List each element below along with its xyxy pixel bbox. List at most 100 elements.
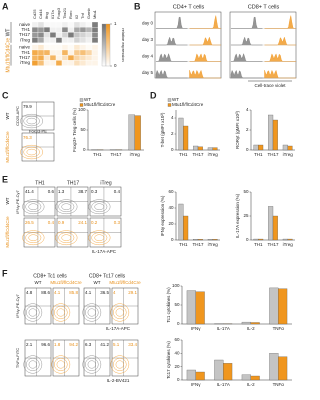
gate-value: 1.8 — [54, 342, 61, 347]
heatmap-cell — [79, 37, 87, 43]
x-tick-label: TH1 — [93, 152, 102, 157]
heatmap-cell — [85, 27, 93, 33]
x-tick-label: TH1 — [179, 152, 188, 157]
column-label: iTreg — [100, 180, 111, 186]
y-tick-label: 20 — [174, 364, 180, 369]
histogram — [231, 17, 263, 29]
heatmap-cell — [55, 55, 63, 61]
heatmap-cell — [31, 49, 39, 56]
heatmap-cell — [43, 49, 51, 56]
legend-swatch — [79, 98, 84, 102]
bar — [278, 288, 288, 325]
heatmap-cell — [49, 44, 57, 51]
heatmap-cell — [55, 21, 63, 28]
heatmap-cell — [73, 55, 81, 61]
contour — [51, 355, 71, 374]
axis-label: Foxp3-PE — [29, 129, 47, 134]
heatmap-cell — [85, 21, 93, 28]
heatmap-cell — [67, 27, 75, 33]
contour — [88, 230, 111, 246]
column-label: Mtu1fl/flCd4Cre — [50, 280, 82, 285]
gate-value: 5.1 — [113, 342, 120, 347]
day-label: day 0 — [142, 21, 154, 26]
heatmap-cell — [85, 60, 93, 66]
contour — [91, 201, 108, 212]
row-label: WT — [5, 197, 10, 204]
contour — [61, 203, 72, 210]
contour — [20, 144, 44, 160]
row-label: iTreg — [20, 37, 31, 42]
histogram — [156, 17, 188, 29]
histogram — [156, 36, 188, 46]
contour — [26, 148, 37, 156]
heatmap-cell — [55, 32, 63, 38]
y-tick-label: 0 — [177, 377, 180, 382]
gate-value: 2.1 — [26, 342, 33, 347]
heatmap-cell — [79, 21, 87, 28]
bar — [214, 359, 224, 381]
gate-value: 24.1 — [78, 220, 87, 225]
contour — [28, 203, 39, 210]
bar — [253, 144, 259, 151]
histogram — [189, 69, 221, 79]
heatmap-cell — [91, 49, 99, 56]
heatmap-cell — [31, 27, 39, 33]
gate-value: 0.4 — [48, 220, 55, 225]
contour — [28, 234, 39, 241]
axis-label: IL-2-BV421 — [107, 378, 130, 383]
heatmap-cell — [49, 32, 57, 38]
x-tick-label: iTreg — [283, 242, 294, 247]
contour — [113, 305, 127, 319]
heatmap-cell — [43, 27, 51, 33]
column-label: WT — [35, 280, 42, 285]
contour — [110, 355, 130, 374]
axis-label: IL-17A-APC — [92, 249, 117, 254]
heatmap-cell — [67, 60, 75, 66]
heatmap-cell — [67, 44, 75, 51]
heatmap-cell — [73, 32, 81, 38]
histogram — [264, 15, 296, 29]
histogram — [264, 36, 296, 46]
bar — [195, 291, 205, 325]
y-axis-label: Tc17 cytokines (%) — [166, 341, 171, 379]
x-tick-label: TH17 — [192, 152, 204, 157]
gate-value: 4 — [113, 290, 116, 295]
bar — [193, 145, 199, 151]
heatmap-cell — [49, 27, 57, 33]
contour — [23, 303, 43, 322]
y-tick-label: 2 — [171, 131, 174, 136]
bar — [212, 239, 218, 241]
heatmap-cell — [31, 21, 39, 28]
contour — [87, 308, 96, 317]
heatmap-cell — [91, 37, 99, 43]
group-label: WT — [5, 29, 11, 37]
bar — [268, 114, 274, 151]
bar — [250, 375, 260, 381]
contour — [54, 357, 68, 371]
heatmap-cell — [49, 55, 57, 61]
column-label: TH1 — [35, 180, 45, 186]
heatmap-cell — [31, 60, 39, 66]
panel-letter: F — [2, 268, 8, 278]
axis-label: IL-17A-APC — [106, 326, 131, 331]
heatmap-cell — [49, 60, 57, 66]
histogram — [231, 36, 263, 46]
column-label: Foxp3 — [56, 7, 61, 19]
heatmap-cell — [55, 60, 63, 66]
scale-label: relative expression — [121, 28, 126, 61]
contour — [58, 232, 75, 243]
legend-label: Mtu1fl/flCd4Cre — [84, 102, 116, 107]
heatmap-cell — [91, 32, 99, 38]
heatmap-cell — [31, 55, 39, 61]
contour — [94, 203, 105, 210]
x-tick-label: iTreg — [208, 152, 219, 157]
histogram — [230, 69, 263, 79]
histogram — [231, 53, 263, 62]
heatmap-cell — [61, 49, 69, 56]
panel-letter: C — [2, 90, 9, 100]
contour — [88, 199, 111, 215]
heatmap-cell — [79, 55, 87, 61]
bar — [258, 238, 264, 241]
x-tick-label: IL-2 — [247, 382, 255, 387]
bar — [241, 374, 251, 381]
